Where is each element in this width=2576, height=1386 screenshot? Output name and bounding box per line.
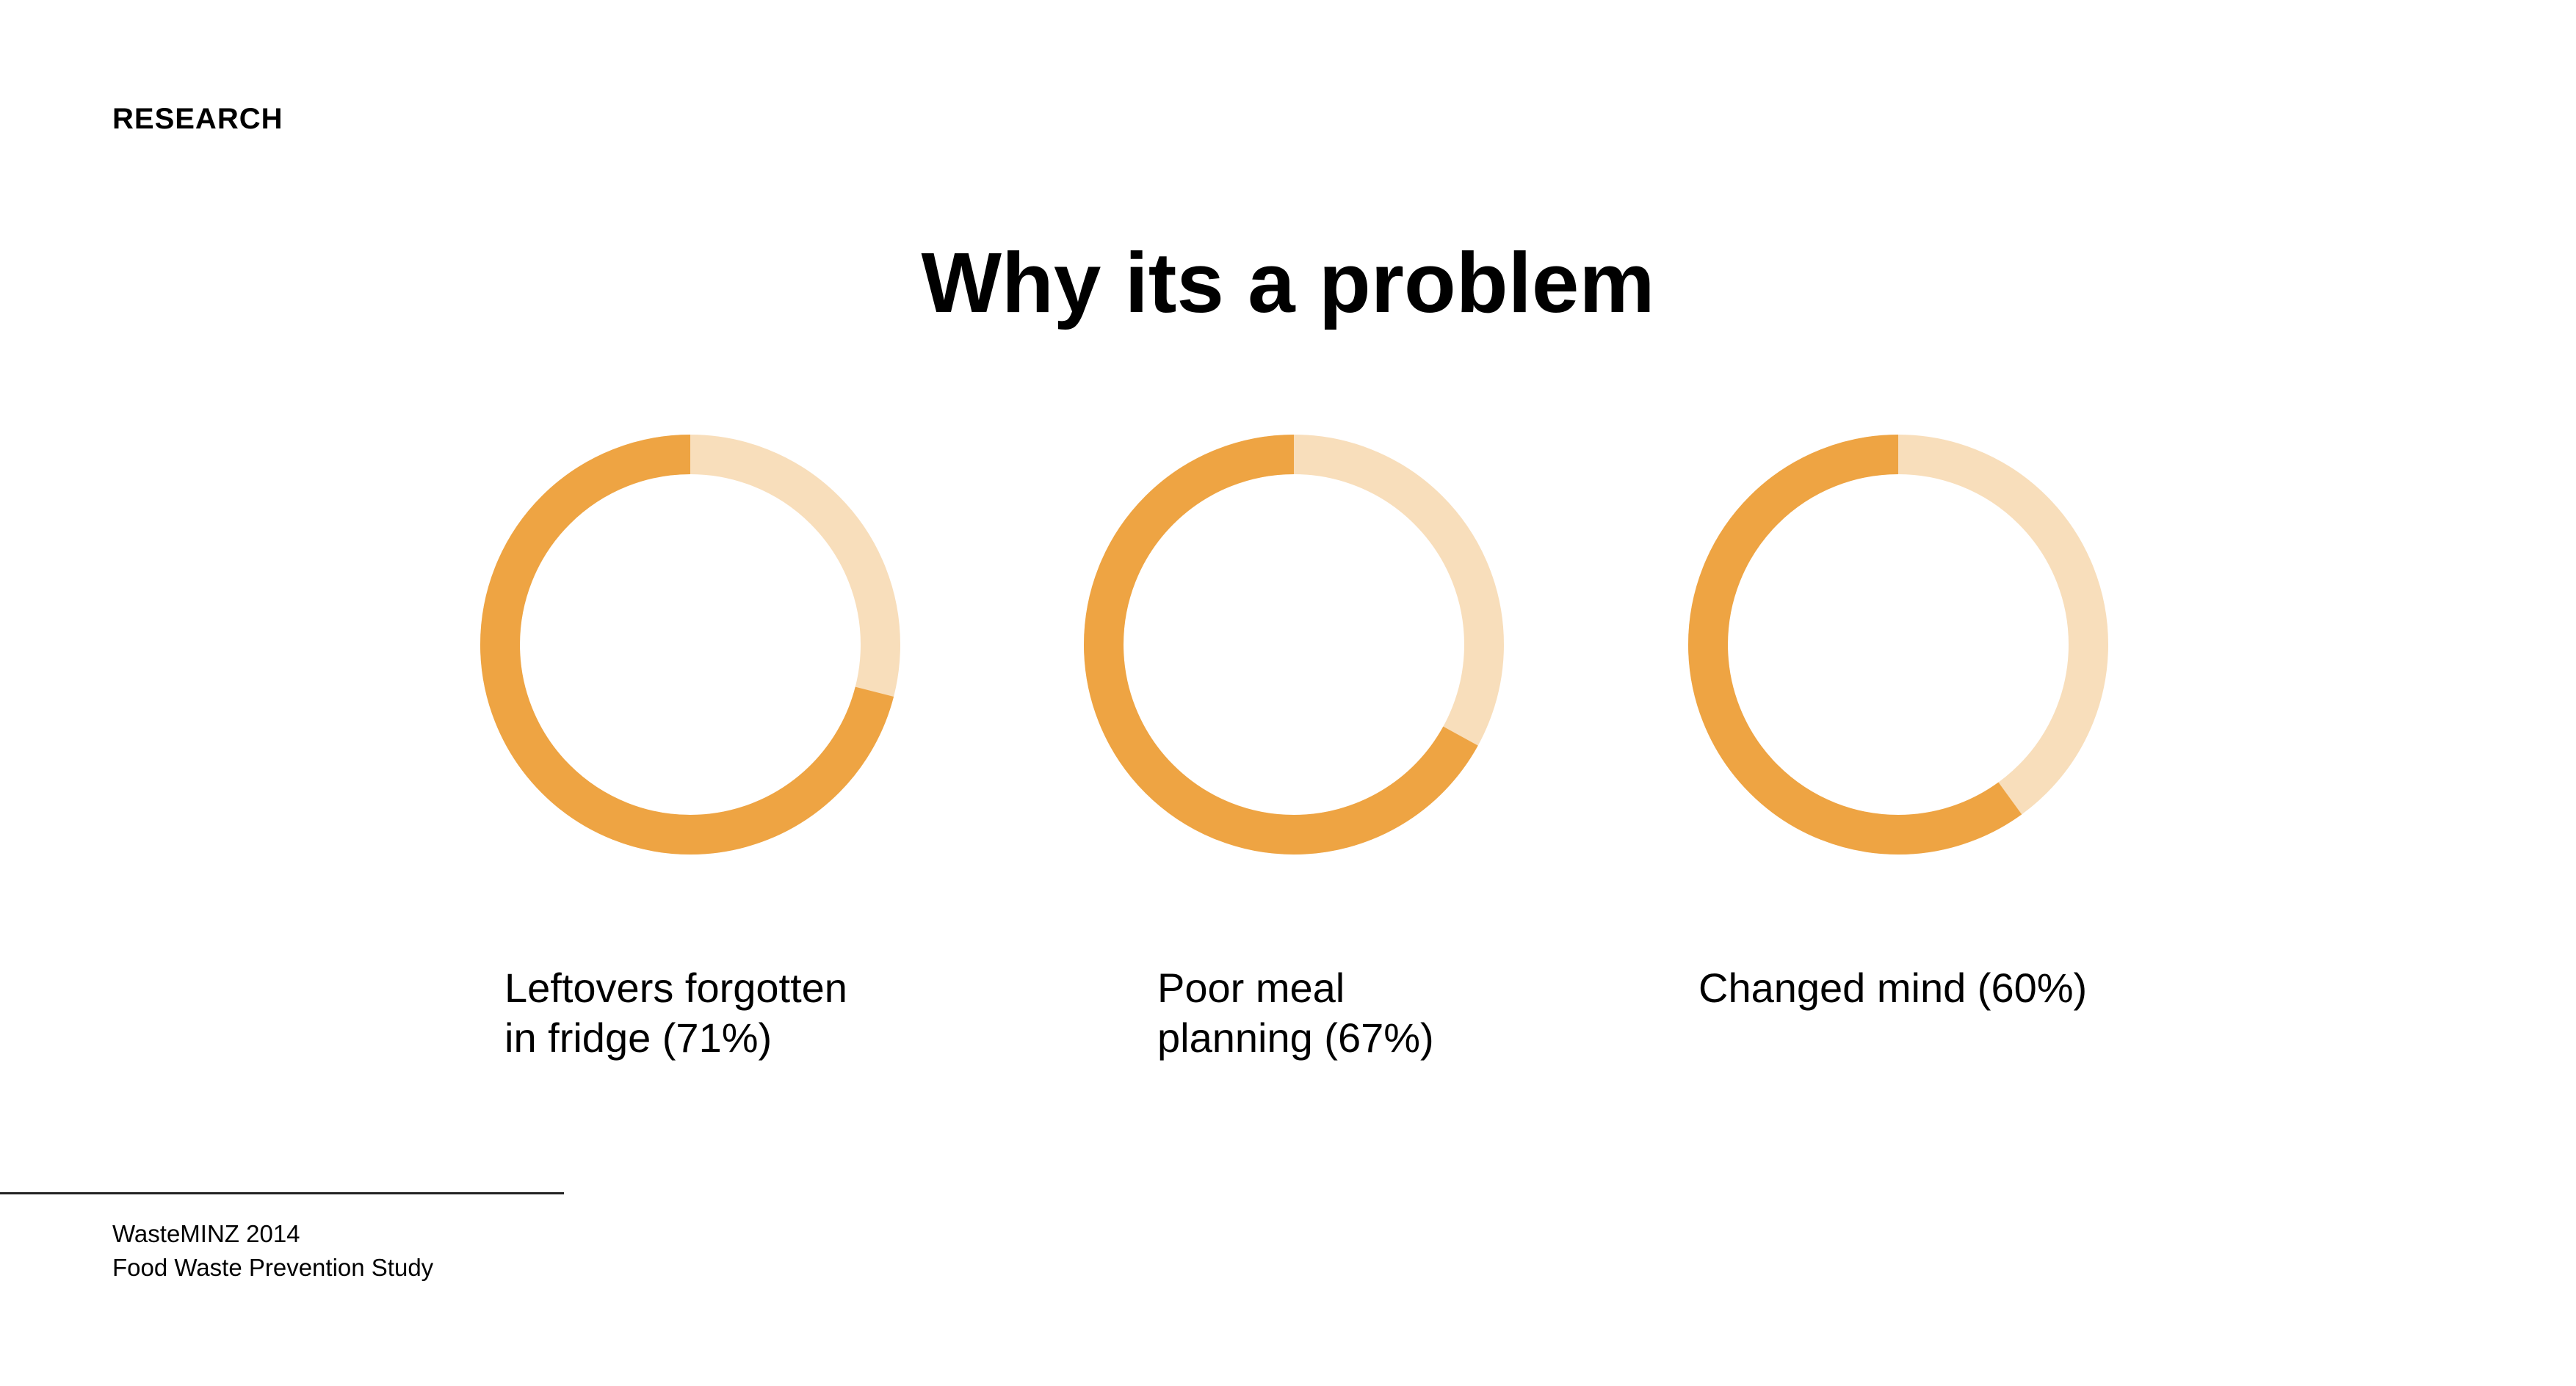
page-title: Why its a problem [921, 235, 1655, 330]
source-line-1: WasteMINZ 2014 [112, 1220, 300, 1247]
caption-leftovers-line2: in fridge (71%) [504, 1015, 773, 1061]
donut-value-arc-leftovers [480, 435, 900, 855]
donut-value-arc-changed-mind [1688, 435, 2108, 855]
caption-changed-mind: Changed mind (60%) [1698, 963, 2087, 1013]
caption-changed-mind-line1: Changed mind (60%) [1698, 965, 2088, 1011]
source-divider [0, 1192, 564, 1194]
caption-meal-planning-line2: planning (67%) [1157, 1015, 1434, 1061]
caption-meal-planning: Poor meal planning (67%) [1157, 963, 1434, 1063]
source-citation: WasteMINZ 2014 Food Waste Prevention Stu… [112, 1217, 433, 1285]
source-line-2: Food Waste Prevention Study [112, 1254, 434, 1281]
caption-meal-planning-line1: Poor meal [1157, 965, 1345, 1011]
caption-leftovers: Leftovers forgotten in fridge (71%) [504, 963, 847, 1063]
section-label: RESEARCH [112, 103, 283, 135]
caption-leftovers-line1: Leftovers forgotten [504, 965, 847, 1011]
donut-value-arc-meal-planning [1084, 435, 1504, 855]
